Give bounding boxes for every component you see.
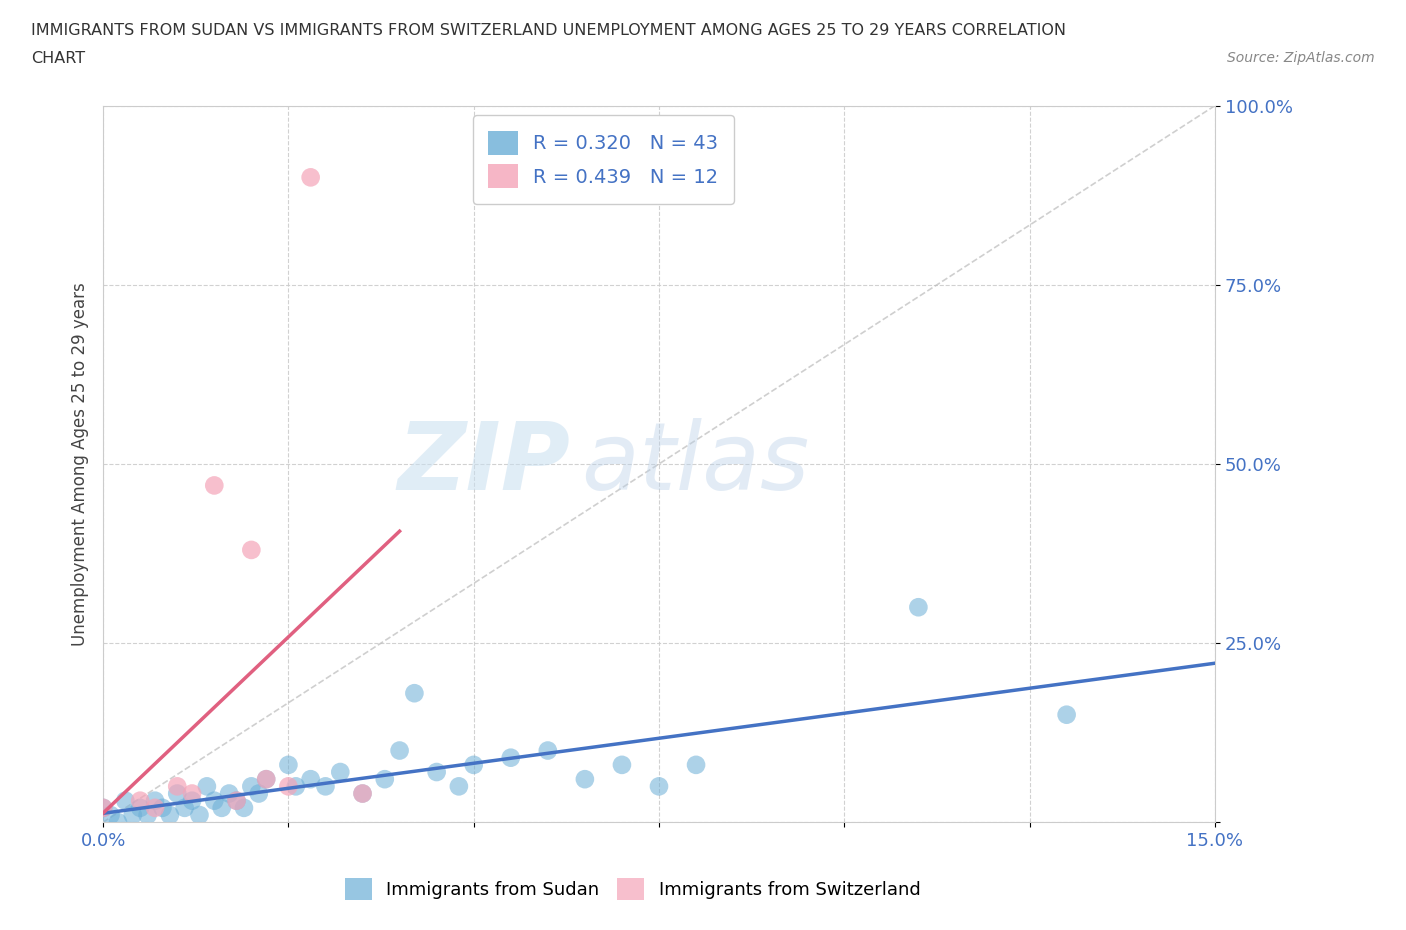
Point: [685, 757, 707, 772]
Point: [610, 757, 633, 772]
Point: [159, 807, 181, 822]
Point: [91, 801, 114, 816]
Point: [100, 807, 122, 822]
Point: [352, 786, 374, 801]
Point: [136, 807, 159, 822]
Point: [166, 786, 188, 801]
Point: [166, 779, 188, 794]
Point: [195, 779, 218, 794]
Point: [225, 793, 247, 808]
Text: atlas: atlas: [581, 418, 810, 510]
Point: [404, 685, 426, 700]
Point: [181, 786, 204, 801]
Point: [114, 793, 136, 808]
Text: ZIP: ZIP: [396, 418, 569, 510]
Point: [240, 779, 263, 794]
Point: [218, 786, 240, 801]
Text: IMMIGRANTS FROM SUDAN VS IMMIGRANTS FROM SWITZERLAND UNEMPLOYMENT AMONG AGES 25 : IMMIGRANTS FROM SUDAN VS IMMIGRANTS FROM…: [31, 23, 1066, 38]
Point: [299, 170, 322, 185]
Point: [211, 801, 233, 816]
Point: [143, 793, 166, 808]
Text: CHART: CHART: [31, 51, 84, 66]
Point: [254, 772, 277, 787]
Point: [352, 786, 374, 801]
Point: [143, 801, 166, 816]
Point: [426, 764, 449, 779]
Legend: R = 0.320   N = 43, R = 0.439   N = 12: R = 0.320 N = 43, R = 0.439 N = 12: [472, 115, 734, 204]
Point: [329, 764, 352, 779]
Text: Source: ZipAtlas.com: Source: ZipAtlas.com: [1227, 51, 1375, 65]
Y-axis label: Unemployment Among Ages 25 to 29 years: Unemployment Among Ages 25 to 29 years: [72, 282, 89, 645]
Point: [277, 779, 299, 794]
Point: [907, 600, 929, 615]
Point: [121, 807, 143, 822]
Point: [374, 772, 396, 787]
Legend: Immigrants from Sudan, Immigrants from Switzerland: Immigrants from Sudan, Immigrants from S…: [337, 870, 928, 907]
Point: [152, 801, 174, 816]
Point: [299, 772, 322, 787]
Point: [181, 793, 204, 808]
Point: [107, 815, 129, 830]
Point: [1056, 708, 1078, 723]
Point: [388, 743, 411, 758]
Point: [463, 757, 485, 772]
Point: [233, 801, 256, 816]
Point: [202, 793, 225, 808]
Point: [173, 801, 195, 816]
Point: [129, 793, 152, 808]
Point: [247, 786, 270, 801]
Point: [202, 478, 225, 493]
Point: [447, 779, 470, 794]
Point: [91, 801, 114, 816]
Point: [277, 757, 299, 772]
Point: [129, 801, 152, 816]
Point: [537, 743, 560, 758]
Point: [574, 772, 596, 787]
Point: [284, 779, 307, 794]
Point: [648, 779, 671, 794]
Point: [314, 779, 336, 794]
Point: [254, 772, 277, 787]
Point: [188, 807, 211, 822]
Point: [499, 751, 522, 765]
Point: [240, 542, 263, 557]
Point: [225, 793, 247, 808]
